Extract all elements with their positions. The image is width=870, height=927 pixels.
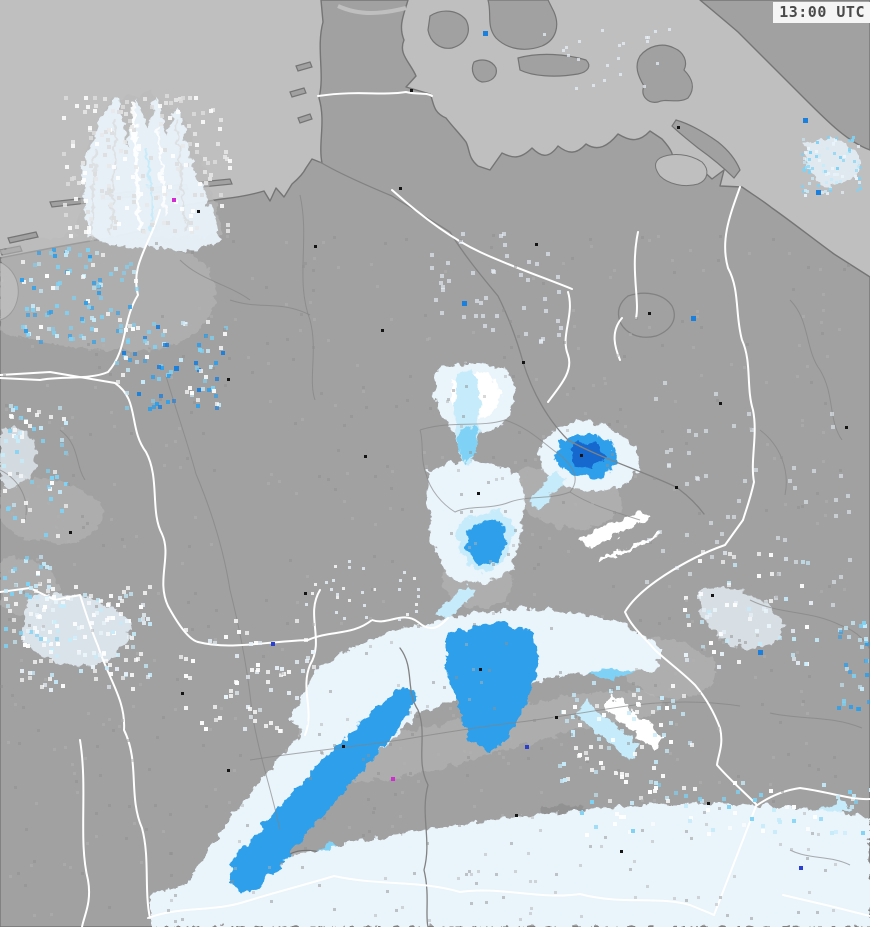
timestamp-label: 13:00 UTC bbox=[779, 3, 865, 21]
timestamp-badge: 13:00 UTC bbox=[773, 2, 870, 23]
city-markers bbox=[69, 89, 848, 853]
islands bbox=[0, 0, 741, 256]
isolated-echo-pixels bbox=[172, 31, 821, 870]
limfjord bbox=[337, 4, 407, 15]
noise-speckles bbox=[0, 28, 870, 923]
stettin-lagoon bbox=[655, 154, 708, 187]
